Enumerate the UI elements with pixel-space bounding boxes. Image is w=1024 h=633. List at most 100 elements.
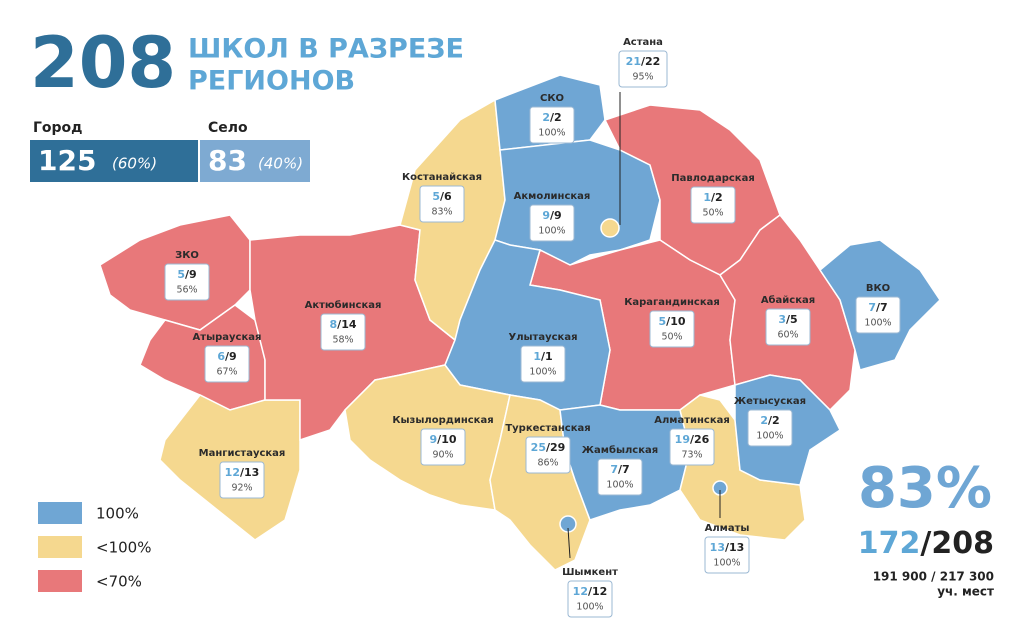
region-box (204, 345, 250, 383)
region-ratio: 21/22 (626, 55, 661, 68)
region-name: Алматинская (654, 415, 730, 426)
summary-places-unit: уч. мест (937, 585, 994, 599)
separator: / (768, 414, 773, 427)
region-name: Костанайская (402, 172, 482, 183)
region-box (164, 263, 210, 301)
region-percent: 73% (681, 450, 702, 461)
region-done: 9 (430, 433, 438, 446)
region-percent: 100% (864, 318, 891, 329)
region-done: 5 (659, 315, 667, 328)
region-percent: 100% (529, 367, 556, 378)
region-total: 10 (670, 315, 686, 328)
region-labels: ЗКО5/956%Атырауская6/967%Мангистауская12… (164, 37, 901, 618)
summary-done: 172 (858, 526, 921, 561)
separator: / (711, 191, 716, 204)
region-done: 7 (610, 463, 618, 476)
separator: / (920, 526, 931, 561)
region-total: 9 (189, 268, 197, 281)
region-percent: 100% (606, 480, 633, 491)
region-ratio: 1/1 (533, 350, 552, 363)
region-total: 2 (715, 191, 723, 204)
separator: / (440, 190, 445, 203)
legend-swatch (38, 502, 82, 524)
separator: / (437, 433, 442, 446)
total-number: 208 (30, 22, 176, 104)
separator: / (641, 55, 646, 68)
region-percent: 100% (576, 602, 603, 613)
separator: / (588, 585, 593, 598)
region-total: 5 (790, 313, 798, 326)
region-ratio: 12/12 (573, 585, 608, 598)
region-percent: 58% (332, 335, 353, 346)
region-done: 9 (542, 209, 550, 222)
city-value: 125 (38, 144, 96, 177)
region-name: ВКО (866, 283, 890, 294)
region-done: 6 (217, 350, 225, 363)
city-percent: (60%) (112, 155, 157, 173)
region-done: 13 (710, 541, 725, 554)
region-name: ЗКО (175, 250, 199, 261)
region-ratio: 5/10 (659, 315, 686, 328)
region-box (419, 185, 465, 223)
village-percent: (40%) (258, 155, 303, 173)
region-ratio: 7/7 (610, 463, 629, 476)
city-label: Город (33, 120, 83, 136)
region-total: 7 (622, 463, 630, 476)
region-percent: 90% (432, 450, 453, 461)
separator: / (876, 301, 881, 314)
region-ratio: 3/5 (778, 313, 797, 326)
region-total: 9 (554, 209, 562, 222)
region-done: 2 (760, 414, 768, 427)
legend-label: 100% (96, 505, 139, 523)
region-percent: 95% (632, 72, 653, 83)
region-ratio: 8/14 (330, 318, 357, 331)
region-name: Жамбылская (582, 444, 658, 456)
region-done: 21 (626, 55, 641, 68)
region-total: 29 (550, 441, 565, 454)
region-done: 5 (432, 190, 440, 203)
region-total: 7 (880, 301, 888, 314)
region-total: 26 (694, 433, 710, 446)
region-ratio: 19/26 (675, 433, 710, 446)
village-label: Село (208, 120, 248, 136)
region-box (529, 106, 575, 144)
leader-line (567, 527, 571, 559)
region-name: Мангистауская (199, 448, 286, 459)
legend-swatch (38, 536, 82, 558)
region-name: Карагандинская (624, 297, 720, 308)
region-ratio: 6/9 (217, 350, 236, 363)
city-box (30, 140, 198, 182)
legend-label: <100% (96, 539, 151, 557)
region-box (567, 580, 613, 618)
region-name: Актюбинская (305, 299, 382, 311)
legend: 100% <100% <70% (38, 502, 151, 592)
separator: / (725, 541, 730, 554)
region-done: 12 (573, 585, 588, 598)
region-percent: 100% (538, 226, 565, 237)
title-line: РЕГИОНОВ (188, 66, 355, 97)
region-name: Атырауская (193, 332, 262, 343)
region-done: 25 (531, 441, 546, 454)
region-box (704, 536, 750, 574)
summary-ratio: 172/208 (858, 526, 994, 561)
separator: / (240, 466, 245, 479)
region-name: Павлодарская (671, 173, 755, 184)
region-name: Абайская (761, 294, 815, 306)
region-total: 1 (545, 350, 553, 363)
region-percent: 83% (431, 207, 452, 218)
region-percent: 100% (756, 431, 783, 442)
separator: / (618, 463, 623, 476)
separator: / (786, 313, 791, 326)
region-total: 9 (229, 350, 237, 363)
region-done: 3 (778, 313, 786, 326)
region-total: 2 (772, 414, 780, 427)
region-box (529, 204, 575, 242)
region-ratio: 9/9 (542, 209, 561, 222)
region-done: 1 (533, 350, 541, 363)
region-ratio: 2/2 (542, 111, 561, 124)
region-box (320, 313, 366, 351)
separator: / (546, 441, 551, 454)
region-name: Туркестанская (505, 423, 590, 434)
